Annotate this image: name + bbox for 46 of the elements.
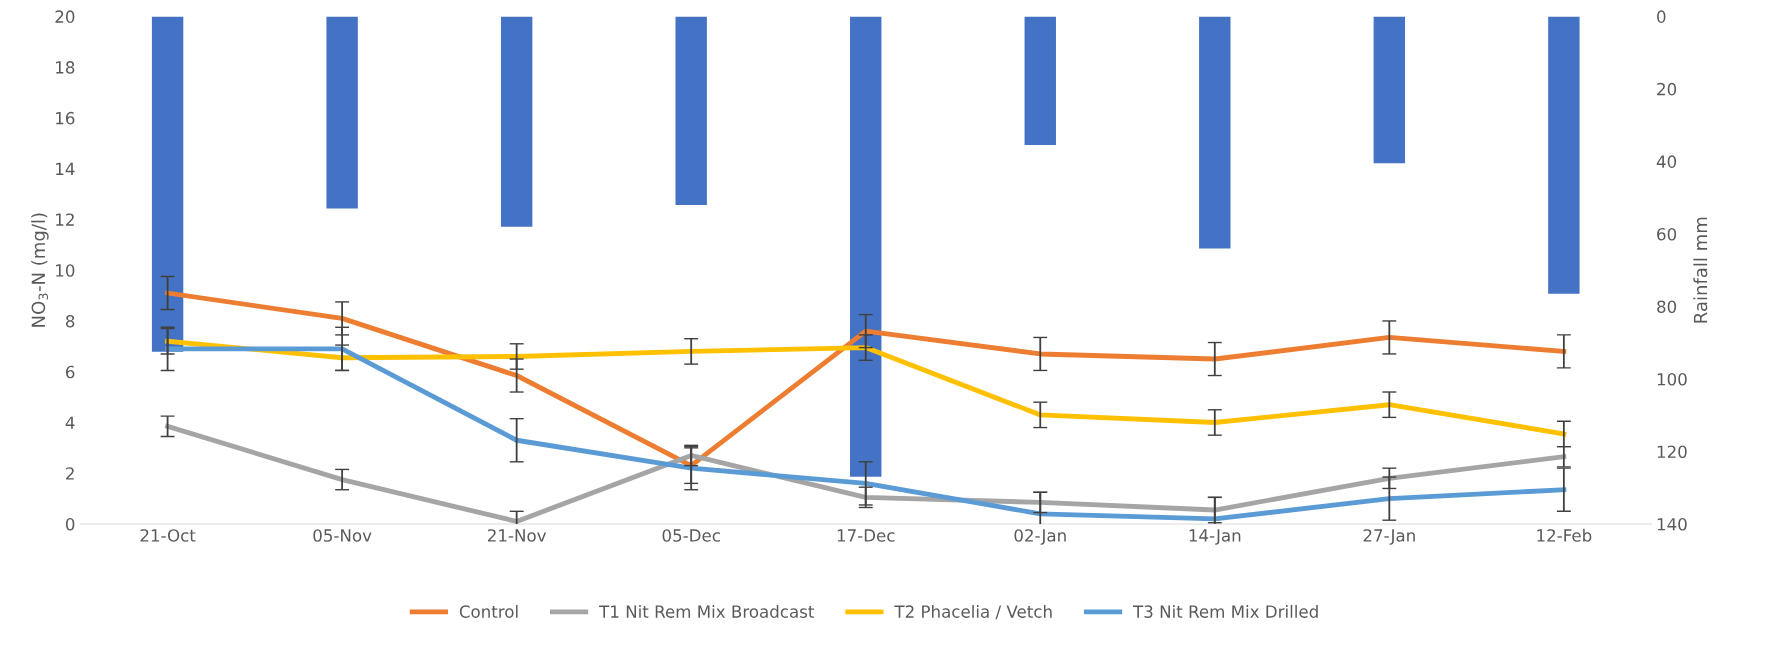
line-series <box>165 346 1567 522</box>
x-tick-label: 02-Jan <box>1014 529 1066 545</box>
legend-label: T1 Nit Rem Mix Broadcast <box>599 604 814 618</box>
bar <box>1373 16 1406 164</box>
line-series <box>165 423 1567 524</box>
bar <box>1024 16 1056 146</box>
y-tick-label: 18 <box>56 61 75 74</box>
x-tick-label: 17-Dec <box>837 529 895 542</box>
x-tick-label: 12-Feb <box>1537 528 1592 542</box>
legend-label: T2 Phacelia / Vetch <box>894 604 1052 620</box>
y2-tick-label: 80 <box>1657 300 1677 314</box>
x-tick-label: 21-Oct <box>140 529 196 542</box>
y2-tick-label: 60 <box>1657 227 1677 241</box>
bar <box>850 16 882 477</box>
y2-tick-label: 0 <box>1657 10 1666 23</box>
bar <box>326 16 358 209</box>
y2-tick-label: 100 <box>1657 372 1687 386</box>
legend-label: Control <box>459 604 518 618</box>
bar <box>1199 16 1231 249</box>
y2-axis-title: Rainfall mm <box>1693 217 1708 323</box>
bar <box>675 16 707 205</box>
line-series <box>165 338 1567 437</box>
x-tick-label: 14-Jan <box>1189 529 1241 545</box>
x-tick-label: 05-Nov <box>313 529 372 542</box>
y2-tick-label: 20 <box>1657 82 1677 96</box>
y-tick-label: 16 <box>56 111 75 125</box>
bar <box>1548 16 1580 294</box>
y-axis-title: NO$_{3}$-N (mg/l) <box>31 213 49 327</box>
y-tick-label: 6 <box>66 365 75 379</box>
y-tick-label: 10 <box>56 264 75 277</box>
y-tick-label: 4 <box>65 416 75 429</box>
y2-tick-label: 120 <box>1657 445 1687 459</box>
bar <box>500 16 533 227</box>
y-tick-label: 12 <box>56 213 74 226</box>
x-tick-label: 21-Nov <box>488 529 547 542</box>
x-tick-label: 05-Dec <box>662 529 720 542</box>
y-tick-label: 2 <box>66 467 74 480</box>
legend-label: T3 Nit Rem Mix Drilled <box>1132 604 1318 618</box>
y-tick-label: 8 <box>65 314 75 328</box>
y-tick-label: 20 <box>55 10 75 23</box>
x-tick-label: 27-Jan <box>1363 529 1415 545</box>
y2-tick-label: 140 <box>1657 517 1687 531</box>
y-tick-label: 14 <box>56 162 75 175</box>
y-tick-label: 0 <box>65 517 75 531</box>
y2-tick-label: 40 <box>1656 155 1677 168</box>
bar <box>151 16 184 352</box>
